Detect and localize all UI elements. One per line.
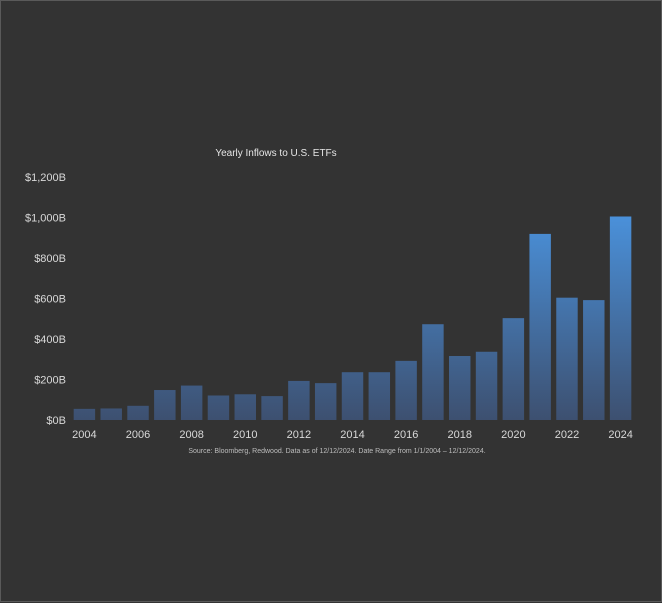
x-tick-label: 2006 [126, 429, 150, 441]
x-tick-label: 2012 [287, 429, 311, 441]
y-axis: $0B $200B $400B $600B $800B $1,000B $1,200B [25, 172, 66, 427]
bar-2008 [180, 385, 203, 420]
x-tick-label: 2004 [72, 429, 96, 441]
bar-2023 [583, 300, 605, 420]
bar-2022 [556, 297, 578, 420]
x-tick-label: 2008 [179, 429, 203, 441]
x-tick-label: 2024 [608, 429, 632, 441]
bar-2007 [154, 390, 176, 420]
y-tick-label: $0B [46, 415, 66, 427]
y-tick-label: $800B [34, 253, 66, 265]
bar-2011 [261, 396, 283, 420]
bar-2013 [314, 383, 337, 420]
bars [73, 216, 632, 420]
x-tick-label: 2010 [233, 429, 257, 441]
bar-2012 [288, 380, 310, 420]
bar-2017 [422, 324, 444, 420]
y-tick-label: $1,000B [25, 213, 66, 225]
bar-2020 [502, 318, 525, 420]
bar-2006 [127, 405, 149, 420]
bar-2021 [529, 233, 551, 420]
bar-2016 [395, 360, 417, 420]
x-axis: 2004 2006 2008 2010 2012 2014 2016 2018 2020 2022… [72, 429, 633, 441]
source-note: Source: Bloomberg, Redwood. Data as of 1… [188, 448, 485, 455]
x-tick-label: 2014 [340, 429, 364, 441]
y-tick-label: $400B [34, 334, 66, 346]
bar-2010 [234, 394, 256, 420]
x-tick-label: 2016 [394, 429, 418, 441]
bar-2024 [609, 216, 632, 420]
bar-2004 [73, 408, 96, 420]
x-tick-label: 2020 [501, 429, 525, 441]
y-tick-label: $600B [34, 294, 66, 306]
bar-2019 [475, 351, 498, 420]
bar-2015 [368, 372, 391, 420]
bar-2005 [100, 408, 122, 420]
bar-2009 [207, 395, 230, 420]
y-tick-label: $1,200B [25, 172, 66, 184]
x-tick-label: 2018 [447, 429, 471, 441]
bar-2018 [449, 356, 471, 420]
chart-title: Yearly Inflows to U.S. ETFs [215, 148, 336, 159]
bar-2014 [341, 372, 364, 420]
x-tick-label: 2022 [555, 429, 579, 441]
y-tick-label: $200B [34, 375, 66, 387]
